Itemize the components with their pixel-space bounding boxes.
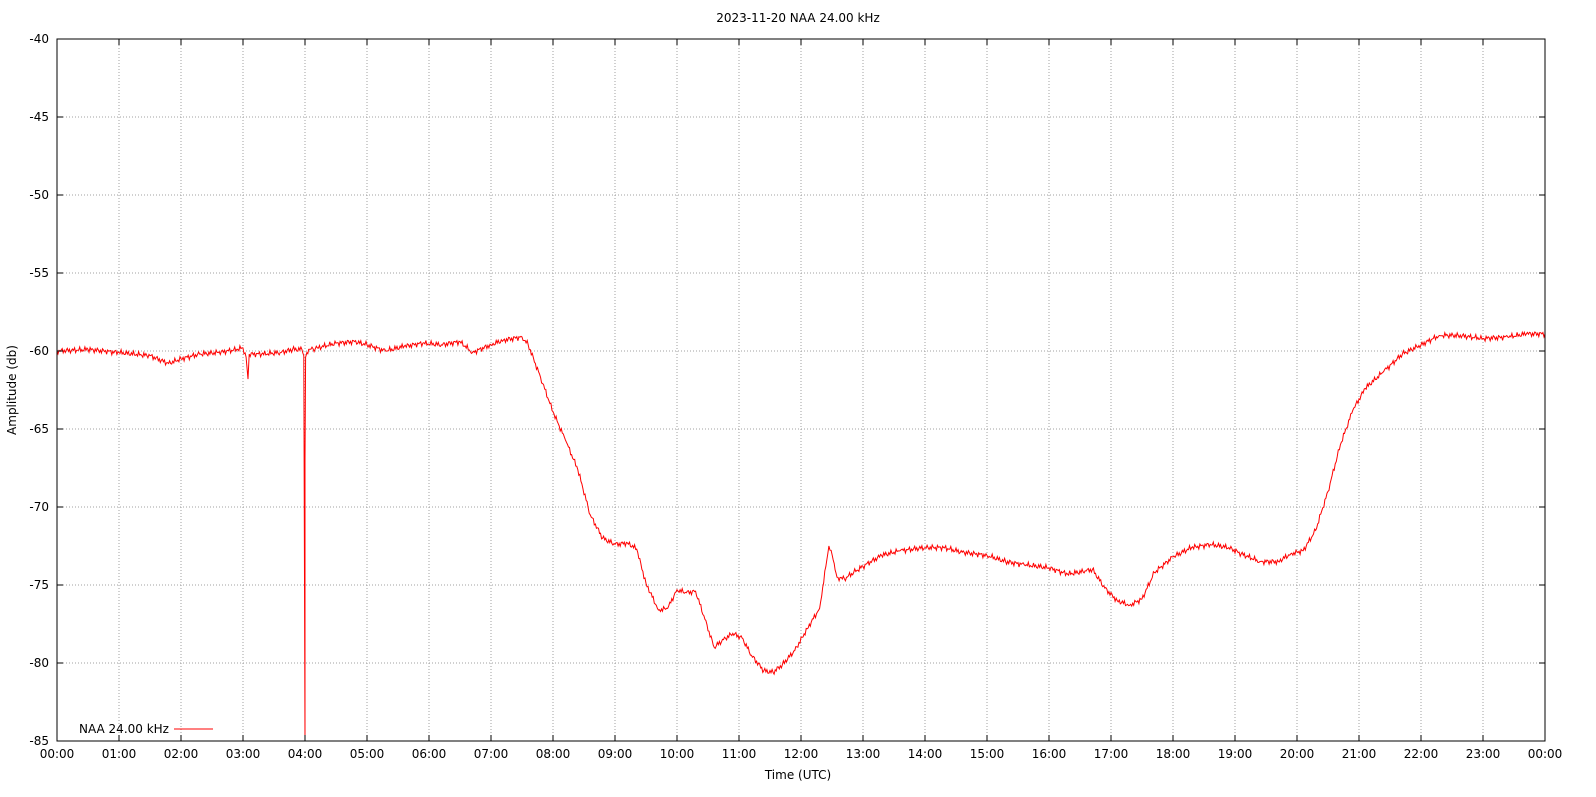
- x-tick-label: 18:00: [1156, 747, 1191, 761]
- x-tick-label: 08:00: [536, 747, 571, 761]
- x-tick-label: 17:00: [1094, 747, 1129, 761]
- x-tick-label: 09:00: [598, 747, 633, 761]
- x-tick-label: 20:00: [1280, 747, 1315, 761]
- plot-frame: [56, 38, 1546, 742]
- y-tick-label: -40: [29, 32, 49, 46]
- x-tick-label: 03:00: [226, 747, 261, 761]
- x-axis-label: Time (UTC): [764, 768, 831, 782]
- y-tick-label: -65: [29, 422, 49, 436]
- y-tick-label: -75: [29, 578, 49, 592]
- y-tick-label: -80: [29, 656, 49, 670]
- y-axis: -40 -45 -50 -55 -60 -65 -70 -75 -80 -85: [29, 32, 1545, 748]
- x-tick-label: 01:00: [102, 747, 137, 761]
- x-tick-label: 02:00: [164, 747, 199, 761]
- x-tick-label: 00:00: [40, 747, 75, 761]
- x-tick-label: 07:00: [474, 747, 509, 761]
- y-tick-label: -50: [29, 188, 49, 202]
- x-tick-label: 05:00: [350, 747, 385, 761]
- chart-title: 2023-11-20 NAA 24.00 kHz: [716, 11, 880, 25]
- x-tick-label: 14:00: [908, 747, 943, 761]
- y-tick-label: -45: [29, 110, 49, 124]
- x-tick-label: 21:00: [1342, 747, 1377, 761]
- y-axis-label: Amplitude (db): [5, 345, 19, 435]
- x-tick-label: 00:00: [1528, 747, 1563, 761]
- x-tick-label: 15:00: [970, 747, 1005, 761]
- series-line: [56, 330, 1546, 742]
- y-tick-label: -70: [29, 500, 49, 514]
- x-tick-label: 11:00: [722, 747, 757, 761]
- x-tick-label: 13:00: [846, 747, 881, 761]
- x-tick-label: 16:00: [1032, 747, 1067, 761]
- x-tick-label: 10:00: [660, 747, 695, 761]
- y-tick-label: -85: [29, 734, 49, 748]
- x-tick-label: 12:00: [784, 747, 819, 761]
- legend: NAA 24.00 kHz: [79, 722, 213, 736]
- grid-lines: [57, 39, 1545, 741]
- x-tick-label: 19:00: [1218, 747, 1253, 761]
- x-tick-label: 23:00: [1466, 747, 1501, 761]
- x-tick-label: 04:00: [288, 747, 323, 761]
- x-tick-label: 06:00: [412, 747, 447, 761]
- legend-label: NAA 24.00 kHz: [79, 722, 169, 736]
- y-tick-label: -60: [29, 344, 49, 358]
- plot-area: [56, 330, 1546, 742]
- y-tick-label: -55: [29, 266, 49, 280]
- x-tick-label: 22:00: [1404, 747, 1439, 761]
